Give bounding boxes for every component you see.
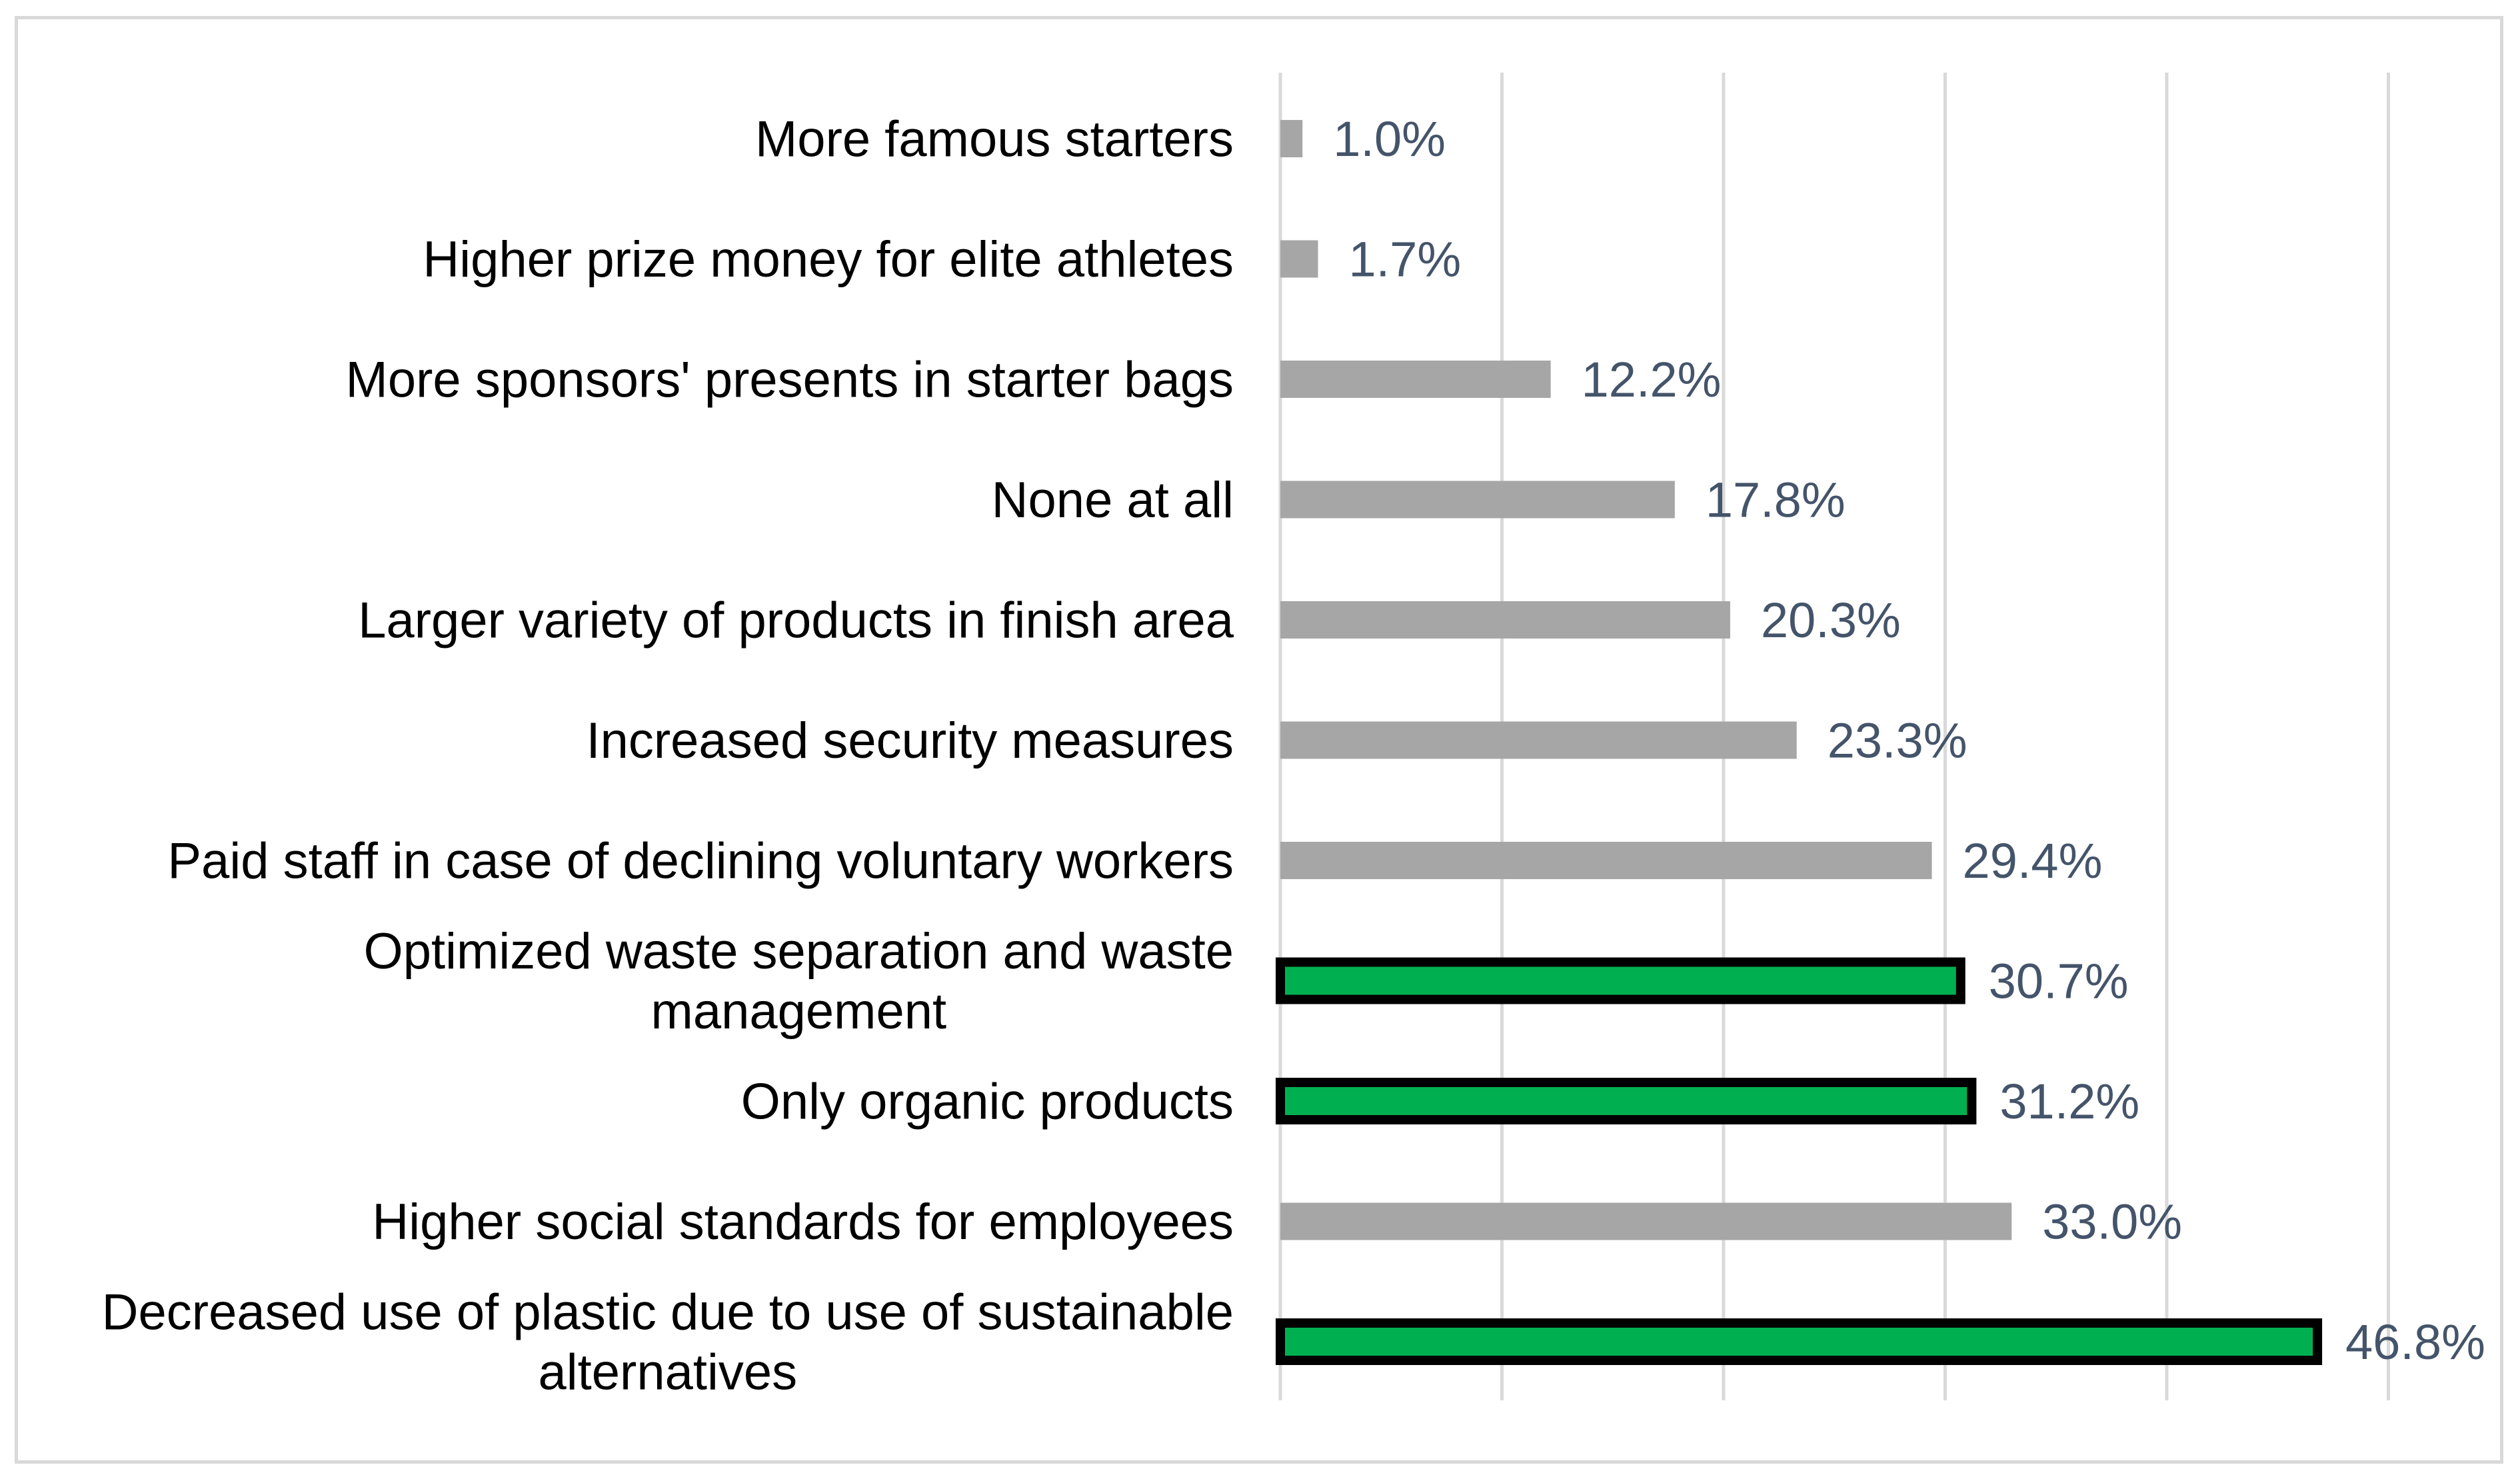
value-label: 23.3% — [1828, 713, 1967, 768]
value-label: 20.3% — [1761, 593, 1901, 648]
highlighted-bar — [1276, 957, 1965, 1004]
bar — [1280, 842, 1932, 879]
category-label: Higher social standards for employees — [372, 1194, 1234, 1250]
category-label-line: Optimized waste separation and waste — [364, 923, 1234, 980]
category-label: Increased security measures — [586, 713, 1234, 769]
value-label: 29.4% — [1963, 833, 2103, 888]
bar — [1280, 481, 1675, 519]
category-label: More sponsors' presents in starter bags — [346, 352, 1234, 409]
value-label: 1.0% — [1333, 111, 1446, 167]
category-label: Higher prize money for elite athletes — [423, 231, 1234, 288]
value-label: 31.2% — [1999, 1074, 2139, 1129]
category-label-line: Larger variety of products in finish are… — [358, 593, 1234, 649]
category-label: Larger variety of products in finish are… — [358, 593, 1234, 649]
bar — [1280, 601, 1730, 639]
bar-chart: More famous starters Higher prize money f… — [102, 73, 2485, 1401]
category-label-line: Increased security measures — [586, 713, 1234, 769]
value-label: 1.7% — [1349, 231, 1462, 287]
highlighted-bar — [1276, 1318, 2323, 1365]
category-label: Only organic products — [741, 1074, 1234, 1130]
value-label: 30.7% — [1989, 953, 2129, 1008]
category-label-line: Only organic products — [741, 1074, 1234, 1130]
value-label: 17.8% — [1706, 472, 1846, 527]
value-label: 33.0% — [2042, 1194, 2182, 1249]
category-label: None at all — [992, 472, 1234, 529]
category-label-line: More sponsors' presents in starter bags — [346, 352, 1234, 409]
category-label-line: More famous starters — [755, 111, 1234, 168]
value-labels: 1.0% 1.7% 12.2% 17.8% 20.3% 23.3% 29.4% 30.7% 31… — [1333, 111, 2485, 1370]
bars — [1276, 120, 2323, 1365]
category-label-line: None at all — [992, 472, 1234, 529]
highlighted-bar — [1276, 1078, 1977, 1124]
category-label: More famous starters — [755, 111, 1234, 168]
category-labels: More famous starters Higher prize money f… — [102, 111, 1234, 1401]
category-label-line: Decreased use of plastic due to use of s… — [102, 1284, 1234, 1341]
category-label: Optimized waste separation and waste mana… — [364, 923, 1234, 1040]
category-label: Paid staff in case of declining voluntar… — [167, 833, 1234, 890]
category-label-line: alternatives — [538, 1344, 797, 1401]
category-label-line: Higher prize money for elite athletes — [423, 231, 1234, 288]
chart-frame: More famous starters Higher prize money f… — [15, 16, 2503, 1464]
value-label: 46.8% — [2345, 1314, 2485, 1370]
bar — [1280, 1202, 2012, 1240]
bar — [1280, 721, 1797, 759]
bar — [1280, 240, 1318, 278]
category-label-line: Higher social standards for employees — [372, 1194, 1234, 1250]
value-label: 12.2% — [1582, 352, 1722, 407]
bar — [1280, 120, 1303, 157]
category-label-line: Paid staff in case of declining voluntar… — [167, 833, 1234, 890]
category-label-line: management — [651, 983, 947, 1040]
category-label: Decreased use of plastic due to use of s… — [102, 1284, 1234, 1401]
bar — [1280, 361, 1551, 398]
